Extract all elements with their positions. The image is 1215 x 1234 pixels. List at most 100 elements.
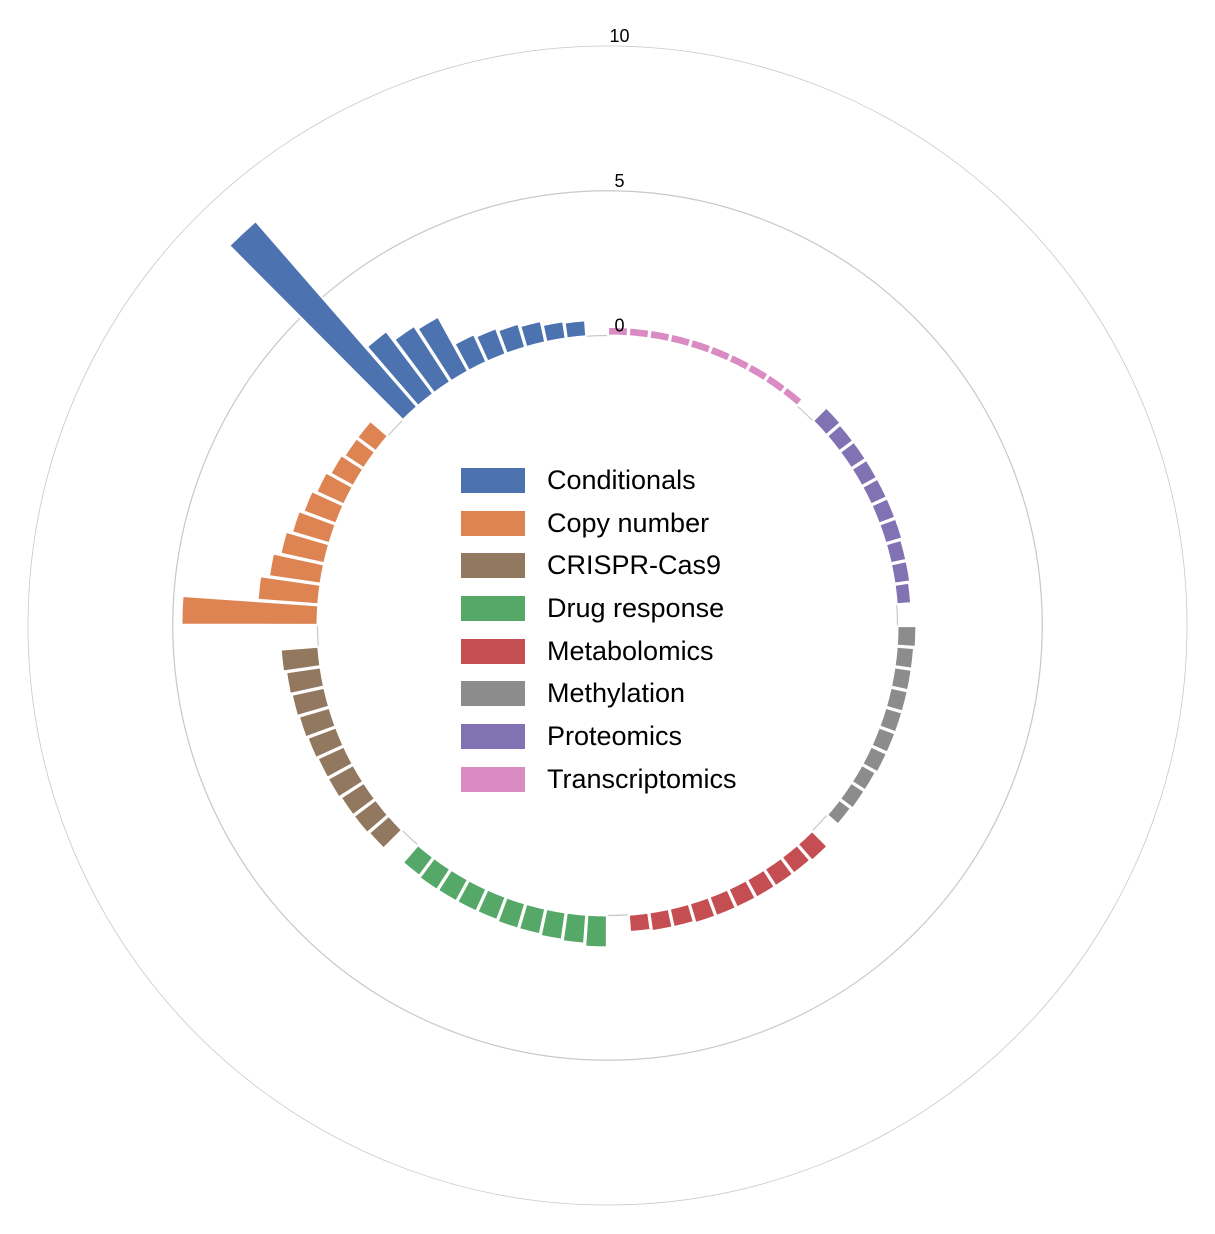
legend-swatch <box>461 553 525 579</box>
bar-transcriptomics-6 <box>708 344 733 363</box>
bar-crispr-cas9-8 <box>290 686 331 718</box>
bar-proteomics-2 <box>825 423 855 453</box>
legend-swatch <box>461 638 525 664</box>
bar-methylation-7 <box>860 745 889 774</box>
legend-label: Copy number <box>547 507 710 538</box>
bar-crispr-cas9-3 <box>339 781 377 817</box>
bar-drug-response-10 <box>401 843 435 878</box>
bar-crispr-cas9-2 <box>352 798 390 835</box>
bar-proteomics-3 <box>838 440 868 470</box>
bar-conditionals-7 <box>496 322 527 355</box>
bar-conditionals-4 <box>416 315 470 383</box>
bar-crispr-cas9-5 <box>316 745 355 780</box>
bar-crispr-cas9-10 <box>279 645 322 673</box>
bar-metabolomics-6 <box>708 888 738 918</box>
legend-swatch <box>461 723 525 749</box>
bar-drug-response-4 <box>517 902 547 936</box>
bar-methylation-6 <box>870 726 897 754</box>
bar-proteomics-9 <box>889 559 912 585</box>
bar-crispr-cas9-1 <box>367 814 404 850</box>
bar-layer <box>180 219 918 949</box>
bar-metabolomics-1 <box>796 829 829 863</box>
bar-proteomics-4 <box>850 458 879 488</box>
bar-copy-number-1 <box>180 594 320 626</box>
bar-conditionals-10 <box>563 319 588 340</box>
tick-label-0: 0 <box>614 316 624 336</box>
bar-transcriptomics-5 <box>688 337 713 355</box>
legend-swatch <box>461 510 525 536</box>
bar-transcriptomics-2 <box>627 326 651 340</box>
bar-transcriptomics-4 <box>668 332 693 349</box>
bar-methylation-3 <box>889 666 913 692</box>
bar-metabolomics-4 <box>745 868 777 899</box>
bar-methylation-8 <box>850 763 878 792</box>
bar-methylation-4 <box>884 686 909 713</box>
legend-label: CRISPR-Cas9 <box>547 550 722 581</box>
legend-item: Conditionals <box>461 459 737 502</box>
legend: Conditionals Copy number CRISPR-Cas9 Drug r… <box>461 459 737 801</box>
legend-item: Methylation <box>461 672 737 715</box>
legend-swatch <box>461 681 525 707</box>
bar-drug-response-3 <box>539 907 567 941</box>
bar-drug-response-6 <box>476 888 507 922</box>
legend-label: Transcriptomics <box>547 763 737 794</box>
bar-methylation-1 <box>895 625 918 648</box>
bar-conditionals-1 <box>227 219 419 422</box>
bar-transcriptomics-3 <box>648 328 672 344</box>
bar-methylation-5 <box>878 706 904 734</box>
bar-proteomics-7 <box>878 517 904 545</box>
bar-crispr-cas9-6 <box>306 726 345 760</box>
bar-conditionals-6 <box>474 326 507 363</box>
legend-label: Conditionals <box>547 464 696 495</box>
bar-copy-number-5 <box>290 509 337 545</box>
legend-swatch <box>461 467 525 493</box>
bar-metabolomics-8 <box>668 902 696 929</box>
bar-copy-number-9 <box>343 436 377 470</box>
bar-conditionals-5 <box>453 333 488 373</box>
bar-proteomics-10 <box>893 581 913 606</box>
grid-circle-10 <box>27 45 1188 1206</box>
bar-crispr-cas9-4 <box>326 763 365 799</box>
bar-transcriptomics-9 <box>763 373 788 395</box>
bar-transcriptomics-10 <box>780 385 805 408</box>
bar-drug-response-1 <box>584 913 608 949</box>
bar-metabolomics-2 <box>780 843 812 875</box>
bar-methylation-10 <box>825 798 853 826</box>
bar-copy-number-6 <box>302 489 345 525</box>
bar-proteomics-6 <box>870 497 897 525</box>
bar-crispr-cas9-9 <box>285 666 326 696</box>
grid-circle-5 <box>172 190 1043 1061</box>
bar-transcriptomics-1 <box>607 325 630 338</box>
bar-copy-number-8 <box>329 453 365 488</box>
bar-copy-number-3 <box>267 552 326 585</box>
bar-drug-response-5 <box>496 896 527 930</box>
legend-label: Proteomics <box>547 720 683 751</box>
legend-label: Metabolomics <box>547 635 714 666</box>
bar-proteomics-1 <box>811 406 842 437</box>
bar-metabolomics-3 <box>763 856 795 888</box>
bar-conditionals-2 <box>365 329 435 408</box>
bar-proteomics-5 <box>860 477 889 506</box>
bar-metabolomics-10 <box>627 911 652 934</box>
bar-copy-number-7 <box>315 471 355 506</box>
bar-metabolomics-9 <box>648 907 674 933</box>
legend-label: Methylation <box>547 678 686 709</box>
bar-metabolomics-7 <box>688 896 717 925</box>
tick-label-5: 5 <box>614 171 624 191</box>
bar-transcriptomics-7 <box>727 352 752 373</box>
bar-conditionals-8 <box>519 319 547 349</box>
legend-item: CRISPR-Cas9 <box>461 544 737 587</box>
bar-transcriptomics-8 <box>745 362 770 383</box>
legend-label: Drug response <box>547 592 725 623</box>
bar-proteomics-8 <box>884 538 908 565</box>
bar-drug-response-2 <box>561 911 588 945</box>
bar-metabolomics-5 <box>727 878 757 909</box>
legend-item: Drug response <box>461 587 737 630</box>
bar-copy-number-4 <box>279 530 331 565</box>
bar-methylation-2 <box>893 645 916 670</box>
legend-item: Metabolomics <box>461 630 737 673</box>
bar-crispr-cas9-7 <box>297 706 337 739</box>
bar-conditionals-3 <box>393 324 452 395</box>
bar-drug-response-8 <box>436 868 470 903</box>
